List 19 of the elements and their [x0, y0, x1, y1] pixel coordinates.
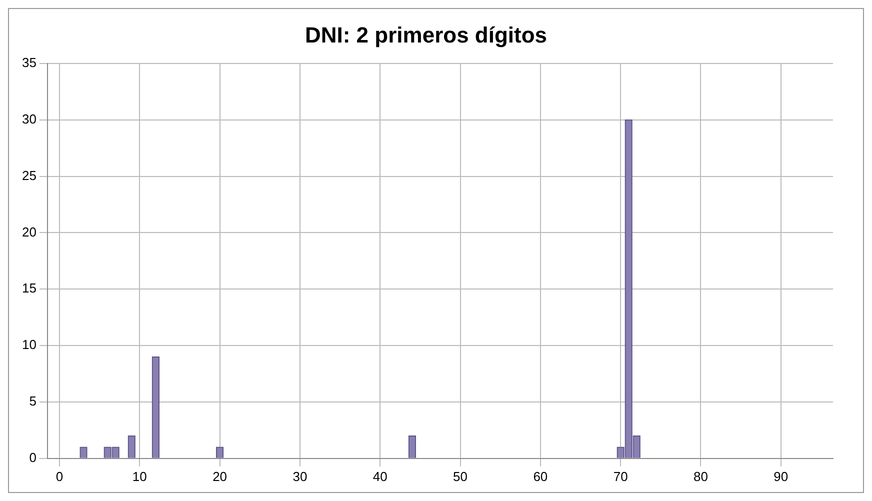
y-tick-label: 10 — [22, 337, 36, 352]
x-tick-label: 30 — [292, 468, 308, 484]
x-tick-label: 0 — [56, 468, 64, 484]
y-tick-label: 5 — [29, 394, 36, 409]
chart-title: DNI: 2 primeros dígitos — [304, 22, 548, 48]
y-tick-label: 35 — [22, 54, 36, 70]
x-tick-label: 50 — [453, 468, 468, 484]
y-tick-label: 20 — [22, 224, 36, 240]
x-tick-label: 80 — [694, 468, 708, 484]
x-tick-label: 70 — [613, 468, 628, 484]
y-tick-label: 15 — [22, 280, 36, 296]
x-tick-label: 90 — [774, 468, 788, 484]
y-tick-label: 25 — [22, 168, 36, 183]
x-tick-label: 40 — [372, 468, 388, 484]
x-tick-label: 10 — [132, 468, 147, 484]
y-tick-label: 30 — [22, 111, 36, 126]
y-tick-label: 0 — [29, 450, 36, 465]
x-tick-label: 60 — [533, 468, 548, 484]
x-tick-label: 20 — [212, 468, 228, 484]
